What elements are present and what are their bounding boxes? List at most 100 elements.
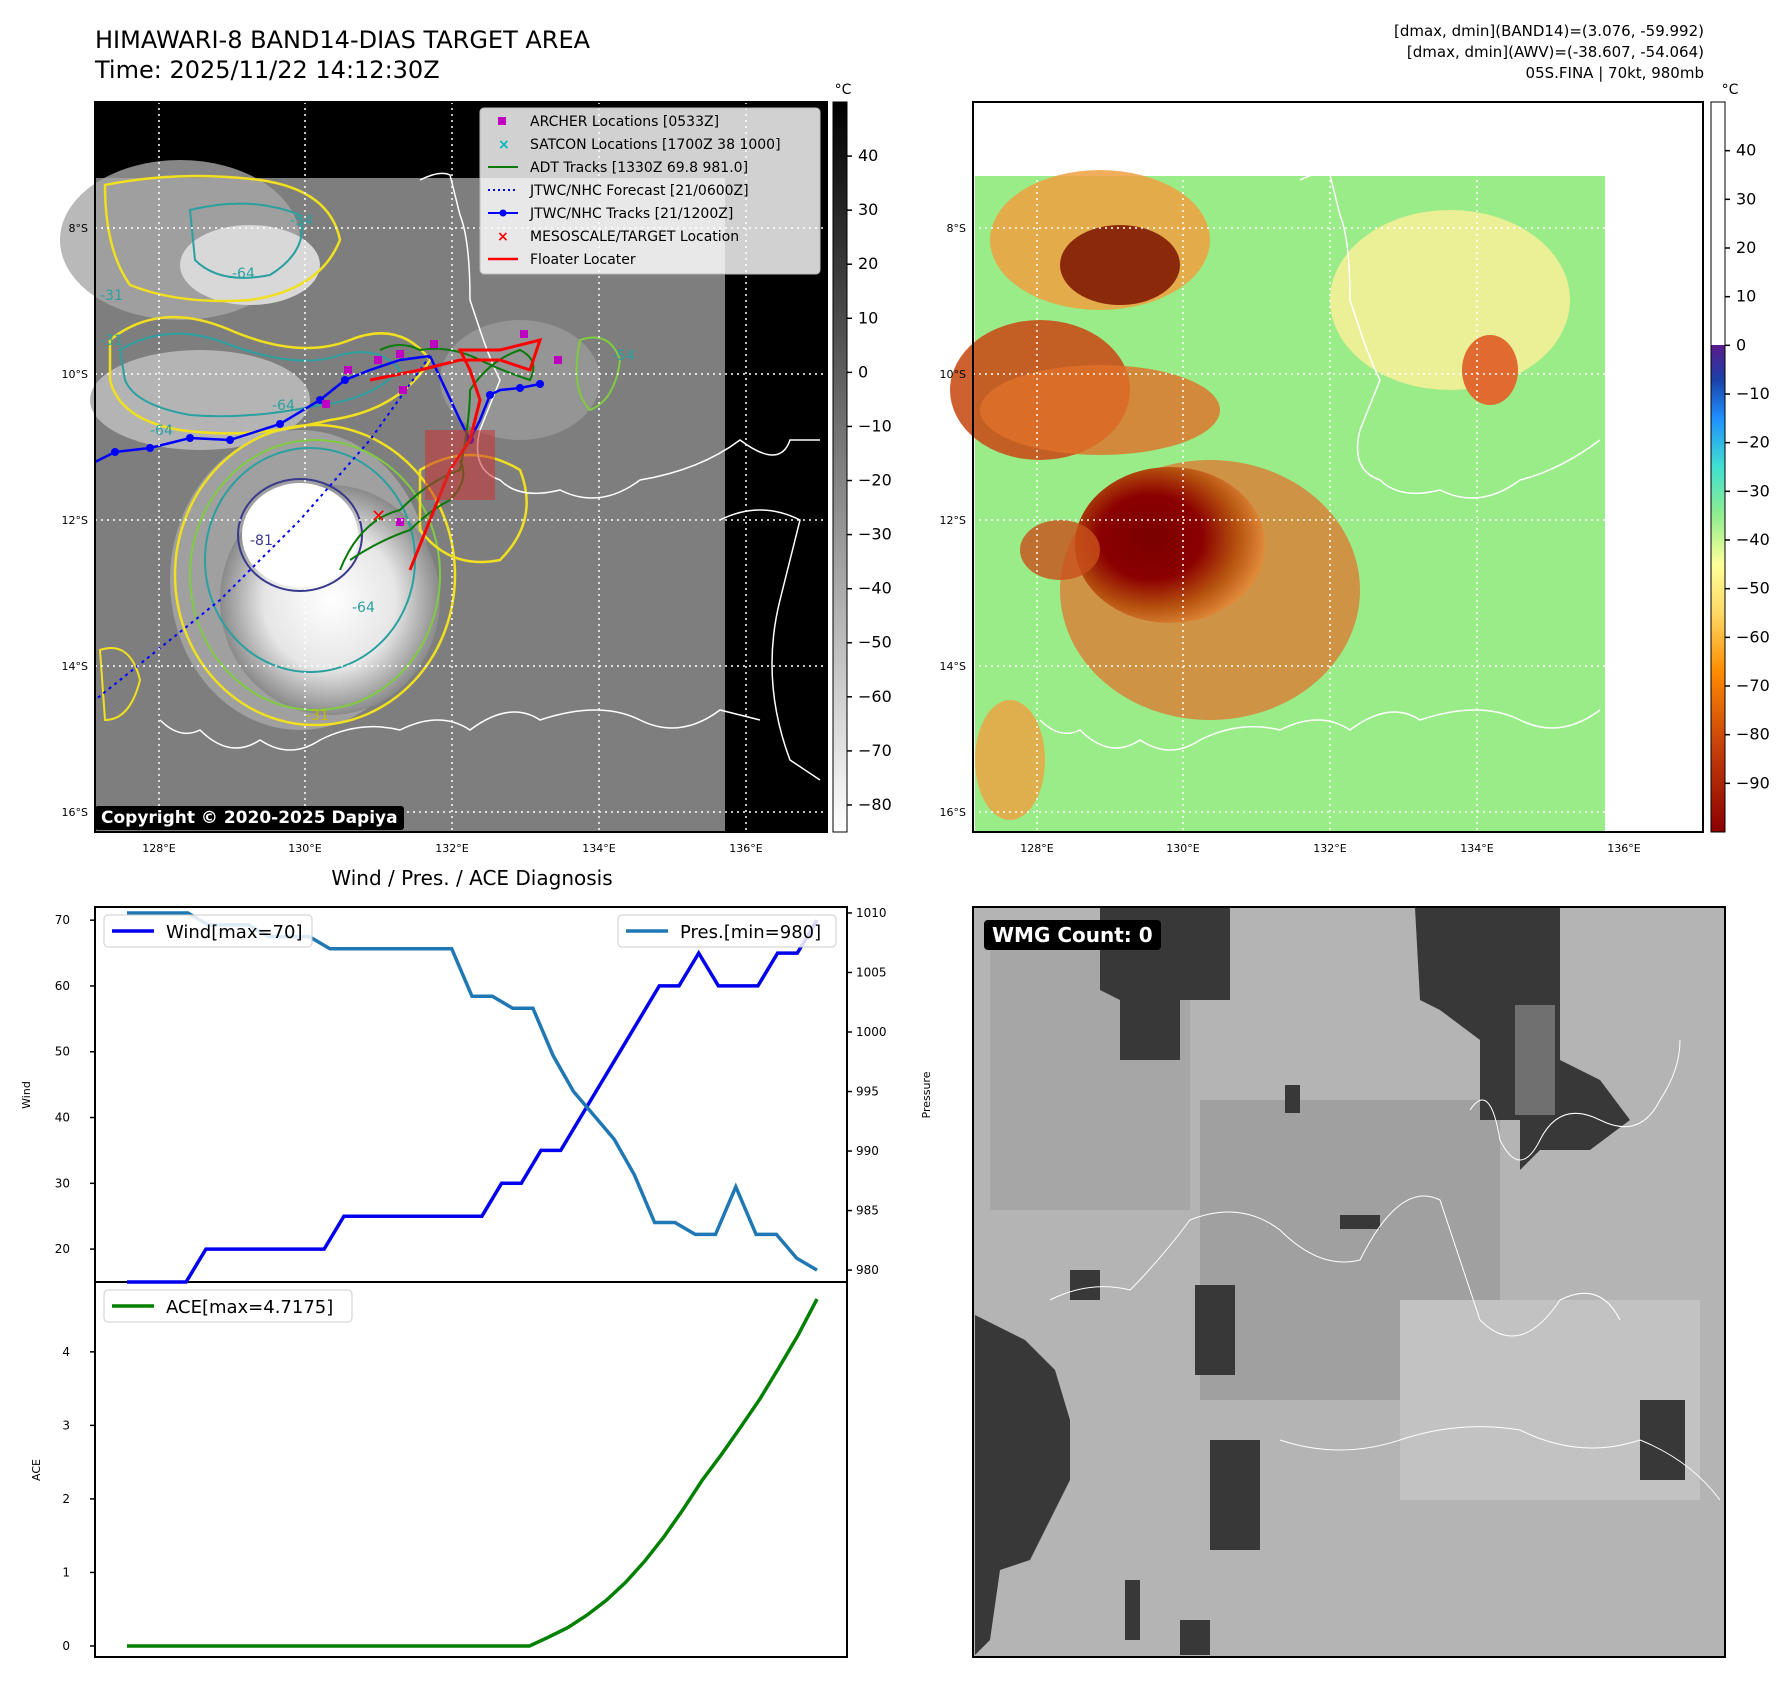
moisture-patch — [1060, 225, 1180, 305]
contour-label: -31 — [100, 333, 123, 349]
pressure-tick-label: 995 — [856, 1085, 879, 1099]
pressure-tick-label: 980 — [856, 1263, 879, 1277]
awv-colorbar-tick-label: −70 — [1736, 676, 1770, 695]
target-legend-icon: × — [497, 229, 509, 245]
ir-colorbar-tick-label: −10 — [858, 416, 892, 435]
wind-tick-label: 60 — [55, 979, 70, 993]
contour-label: -64 — [352, 600, 375, 616]
wmg-dark-region — [1640, 1400, 1685, 1480]
ir-colorbar-tick-label: −20 — [858, 471, 892, 490]
pressure-tick-label: 990 — [856, 1144, 879, 1158]
adt-track — [339, 344, 535, 571]
ir-colorbar-unit: °C — [835, 82, 852, 98]
satcon-legend-icon: × — [498, 137, 510, 153]
coastline — [419, 172, 820, 499]
wmg-dark-region — [1070, 1270, 1100, 1300]
pressure-axis-ticks: 980 985 990 995 1000 1005 1010 — [847, 906, 887, 1277]
lat-tick-label: 8°S — [69, 222, 88, 235]
wind-axis-label: Wind — [20, 1081, 33, 1109]
lat-tick-label: 16°S — [940, 806, 966, 819]
lon-tick-label: 134°E — [1460, 842, 1493, 855]
mesoscale-target-box — [425, 430, 495, 500]
wind-tick-label: 70 — [55, 913, 70, 927]
wmg-panel — [972, 906, 1726, 1658]
archer-marker — [344, 366, 352, 374]
archer-marker — [396, 350, 404, 358]
storm-eye-region — [242, 483, 358, 587]
awv-colorbar-tick-label: −80 — [1736, 725, 1770, 744]
wmg-dark-region — [975, 1315, 1070, 1655]
awv-colorbar-tick-label: 10 — [1736, 287, 1756, 306]
coastline — [719, 509, 821, 781]
ace-tick-label: 3 — [62, 1418, 70, 1432]
diagnosis-panel: Wind / Pres. / ACE Diagnosis Wind Pressu… — [20, 866, 933, 1658]
lat-tick-label: 10°S — [940, 368, 966, 381]
wmg-dark-region — [1125, 1580, 1140, 1640]
contour-label: -31 — [306, 708, 329, 724]
archer-legend-icon — [498, 117, 506, 125]
archer-locations — [322, 330, 562, 526]
jtwc-point — [516, 384, 524, 392]
jtwc-point — [536, 380, 544, 388]
contour-label: -31 — [100, 288, 123, 304]
wmg-dark-region — [1210, 1440, 1260, 1550]
contour-54 — [575, 336, 622, 412]
contour-31 — [98, 647, 142, 722]
awv-colorbar-ticks: 40 30 20 10 0 −10 −20 −30 −40 −50 −60 −70 −80 −90 — [1725, 141, 1770, 792]
wind-pressure-axes — [94, 906, 848, 1283]
copyright-badge: Copyright © 2020-2025 Dapiya — [95, 806, 404, 830]
pressure-tick-label: 985 — [856, 1204, 879, 1218]
wmg-frame — [972, 906, 1726, 1658]
band14-range: [dmax, dmin](BAND14)=(3.076, -59.992) — [1393, 22, 1704, 40]
cloud-patch — [90, 350, 310, 450]
contour-label: -54 — [290, 213, 313, 229]
wmg-count-badge: WMG Count: 0 — [984, 920, 1161, 950]
pressure-tick-label: 1005 — [856, 965, 887, 979]
wmg-dark-region — [1285, 1085, 1300, 1113]
storm-summary: 05S.FINA | 70kt, 980mb — [1525, 64, 1704, 82]
figure-title: HIMAWARI-8 BAND14-DIAS TARGET AREA — [95, 26, 591, 54]
coastline — [1279, 1426, 1721, 1501]
lon-tick-label: 134°E — [582, 842, 615, 855]
awv-colorbar-tick-label: 20 — [1736, 238, 1756, 257]
awv-colorbar-scale-low — [1711, 345, 1725, 832]
contour-label: -64 — [150, 423, 173, 439]
archer-marker — [322, 400, 330, 408]
ir-colorbar-tick-label: 20 — [858, 254, 878, 273]
ir-colorbar-ticks: 40 30 20 10 0 −10 −20 −30 −40 −50 −60 −70 −80 — [847, 146, 892, 814]
jtwc-point — [276, 420, 284, 428]
ir-colorbar-tick-label: 40 — [858, 146, 878, 165]
legend-item-forecast: JTWC/NHC Forecast [21/0600Z] — [529, 183, 749, 199]
awv-colorbar-unit: °C — [1722, 82, 1739, 98]
cloud-patch — [180, 225, 320, 305]
ir-colorbar-tick-label: −30 — [858, 525, 892, 544]
jtwc-point — [486, 391, 494, 399]
moisture-patch — [980, 365, 1220, 455]
ace-tick-label: 0 — [62, 1639, 70, 1653]
track-legend-dot — [499, 209, 507, 217]
wind-tick-label: 30 — [55, 1176, 70, 1190]
ir-colorbar-tick-label: 0 — [858, 362, 868, 381]
awv-colorbar-scale-high — [1711, 102, 1725, 345]
awv-colorbar-tick-label: −90 — [1736, 773, 1770, 792]
archer-marker — [399, 386, 407, 394]
wind-axis-ticks: 20 30 40 50 60 70 — [55, 913, 95, 1256]
awv-colorbar-tick-label: −60 — [1736, 627, 1770, 646]
awv-storm-core — [1075, 467, 1265, 623]
ace-tick-label: 2 — [62, 1492, 70, 1506]
moisture-patch — [975, 700, 1045, 820]
legend-item-target: MESOSCALE/TARGET Location — [530, 229, 739, 245]
ir-colorbar-tick-label: −50 — [858, 633, 892, 652]
ace-axes — [94, 1281, 848, 1658]
wmg-dark-region — [1180, 1620, 1210, 1655]
legend-item-floater: Floater Locater — [530, 252, 636, 268]
ace-tick-label: 4 — [62, 1345, 70, 1359]
pressure-tick-label: 1000 — [856, 1025, 887, 1039]
diagnosis-title: Wind / Pres. / ACE Diagnosis — [331, 866, 612, 890]
legend-item-archer: ARCHER Locations [0533Z] — [530, 114, 719, 130]
lon-tick-label: 130°E — [288, 842, 321, 855]
pressure-legend — [617, 914, 837, 948]
awv-colorbar-tick-label: −30 — [1736, 481, 1770, 500]
ir-colorbar-tick-label: −60 — [858, 687, 892, 706]
